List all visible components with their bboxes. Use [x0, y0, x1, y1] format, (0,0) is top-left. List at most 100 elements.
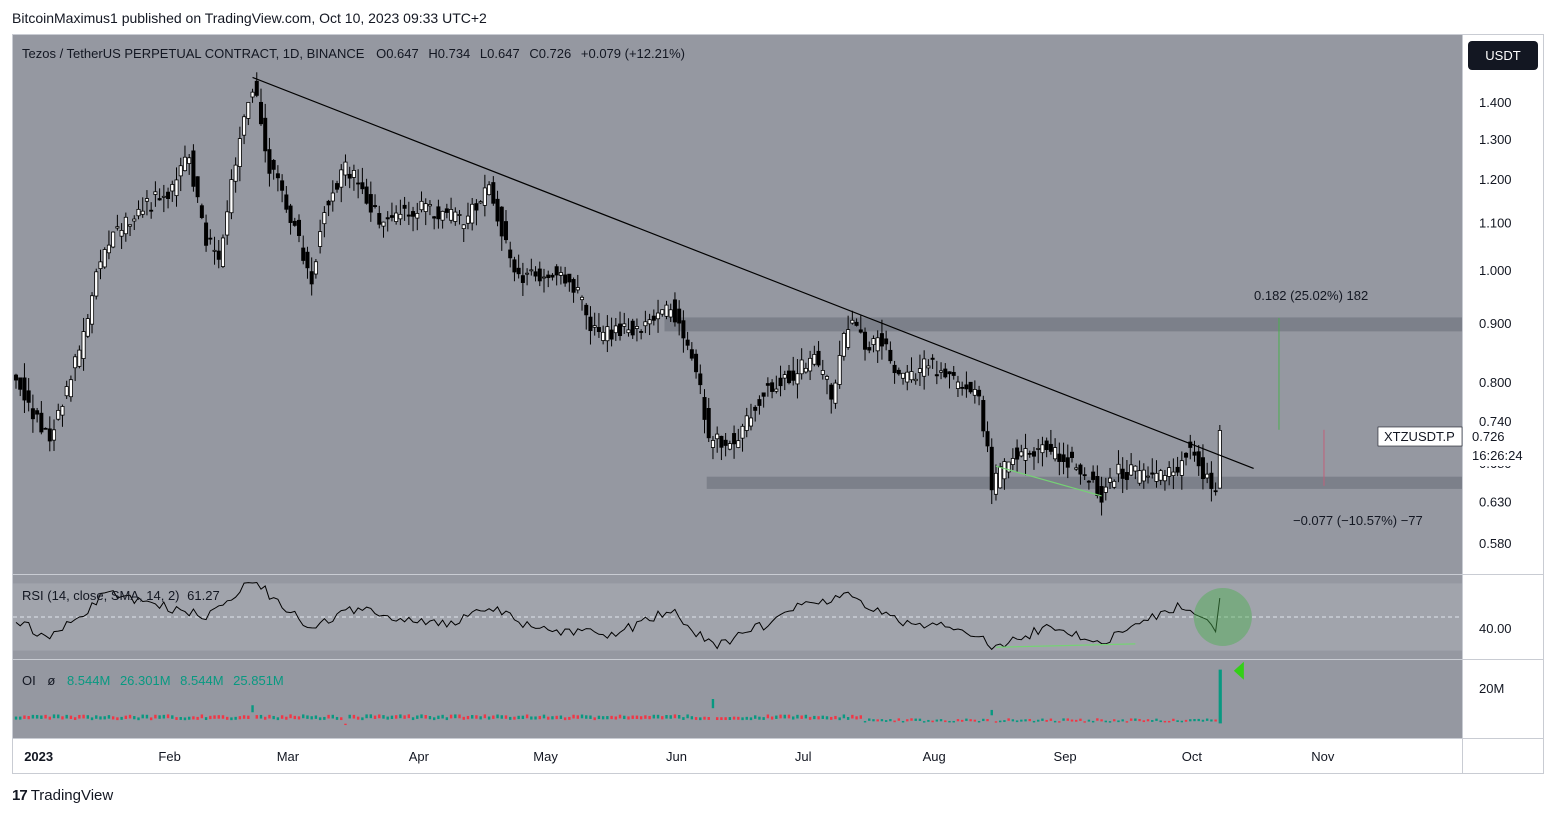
candle-body — [1175, 466, 1180, 473]
oi-bar — [390, 715, 394, 720]
oi-bar — [825, 716, 829, 720]
oi-bar — [1083, 721, 1086, 723]
oi-bar — [1172, 718, 1175, 722]
oi-bar — [652, 714, 656, 719]
candle-body — [18, 377, 23, 390]
oi-bar — [796, 714, 799, 719]
chart-svg[interactable]: 0.5800.6300.6800.7400.8000.9001.0001.100… — [12, 34, 1544, 774]
candle-body — [187, 157, 192, 164]
price-divergence-line — [995, 465, 1102, 497]
oi-bar — [741, 717, 744, 721]
price-pane[interactable] — [13, 35, 1462, 574]
oi-bar — [373, 715, 377, 719]
oi-bar — [808, 716, 812, 720]
candle-body — [934, 374, 939, 377]
candle-body — [820, 370, 825, 375]
candle-body — [525, 272, 530, 275]
candle-body — [398, 213, 403, 220]
candle-body — [985, 431, 990, 447]
oi-bar — [855, 716, 858, 720]
oi-bar — [78, 714, 81, 719]
candle-body — [681, 320, 686, 339]
oi-bar — [19, 716, 22, 720]
price-tick-label: 1.200 — [1479, 172, 1512, 187]
time-axis-bg[interactable] — [13, 738, 1543, 773]
price-tag-price: 0.726 — [1472, 429, 1505, 444]
oi-bar — [95, 715, 98, 719]
candle-body — [863, 331, 868, 350]
oi-bar — [285, 716, 288, 720]
oi-bar — [487, 716, 491, 720]
candle-body — [81, 331, 86, 359]
candle-body — [1070, 451, 1075, 458]
oi-bar — [1138, 718, 1141, 722]
oi-bar — [340, 717, 343, 721]
candle-body — [1129, 464, 1134, 476]
candle-body — [533, 271, 538, 277]
oi-bar — [1167, 720, 1171, 723]
candle-body — [1112, 480, 1117, 488]
candle-body — [1099, 486, 1104, 503]
candle-body — [275, 173, 280, 179]
candle-body — [689, 349, 694, 359]
oi-bar — [1184, 719, 1188, 722]
candle-body — [14, 374, 19, 381]
oi-bar — [635, 715, 639, 719]
candle-body — [1141, 469, 1146, 482]
oi-bar — [116, 717, 119, 721]
oi-bar — [872, 719, 875, 722]
currency-badge[interactable]: USDT — [1468, 41, 1538, 70]
footer[interactable]: 17 TradingView — [12, 787, 113, 804]
candle-body — [884, 338, 889, 345]
oi-bar — [1104, 720, 1107, 723]
candle-body — [765, 383, 770, 386]
price-tick-label: 1.100 — [1479, 216, 1512, 231]
candle-body — [554, 266, 559, 276]
oi-bar — [137, 717, 140, 721]
oi-bar — [399, 714, 402, 719]
candle-body — [512, 259, 517, 273]
candle-body — [482, 187, 487, 206]
oi-bar — [948, 720, 951, 723]
oi-bar — [1041, 718, 1044, 721]
candle-body — [816, 350, 821, 366]
oi-bar — [593, 717, 596, 721]
oi-bar — [538, 715, 541, 720]
oi-bar — [445, 717, 449, 721]
oi-bar — [470, 715, 474, 719]
candle-body — [829, 384, 834, 400]
candle-body — [584, 304, 589, 316]
oi-bar — [196, 716, 199, 720]
oi-bar — [327, 714, 330, 719]
candle-body — [47, 428, 52, 442]
candle-body — [115, 226, 120, 229]
candle-body — [618, 323, 623, 337]
candle-body — [1053, 447, 1058, 460]
oi-bar — [842, 714, 846, 719]
price-axis-bg[interactable] — [1462, 35, 1543, 738]
oi-bar — [1129, 718, 1133, 721]
price-tick-label: 1.000 — [1479, 263, 1512, 278]
candle-body — [111, 231, 116, 248]
oi-bar — [124, 715, 128, 720]
oi-bar — [779, 714, 782, 719]
oi-bar — [686, 714, 689, 719]
oi-bar — [1024, 719, 1027, 722]
candle-body — [64, 386, 69, 397]
oi-bar — [977, 720, 981, 723]
candle-body — [715, 433, 720, 440]
oi-bar — [952, 720, 955, 723]
candle-body — [799, 359, 804, 375]
candle-body — [782, 374, 787, 379]
oi-bar — [758, 716, 761, 720]
oi-bar — [846, 717, 850, 720]
oi-bar — [690, 716, 694, 720]
price-tag[interactable]: XTZUSDT.P 0.726 16:26:24 — [1377, 426, 1538, 466]
candle-body — [1120, 468, 1125, 479]
oi-bar — [394, 715, 398, 719]
oi-pane[interactable] — [13, 660, 1462, 738]
candle-body — [1027, 452, 1032, 455]
oi-bar — [276, 717, 280, 721]
oi-bar — [1007, 718, 1010, 721]
oi-bar — [272, 715, 275, 720]
